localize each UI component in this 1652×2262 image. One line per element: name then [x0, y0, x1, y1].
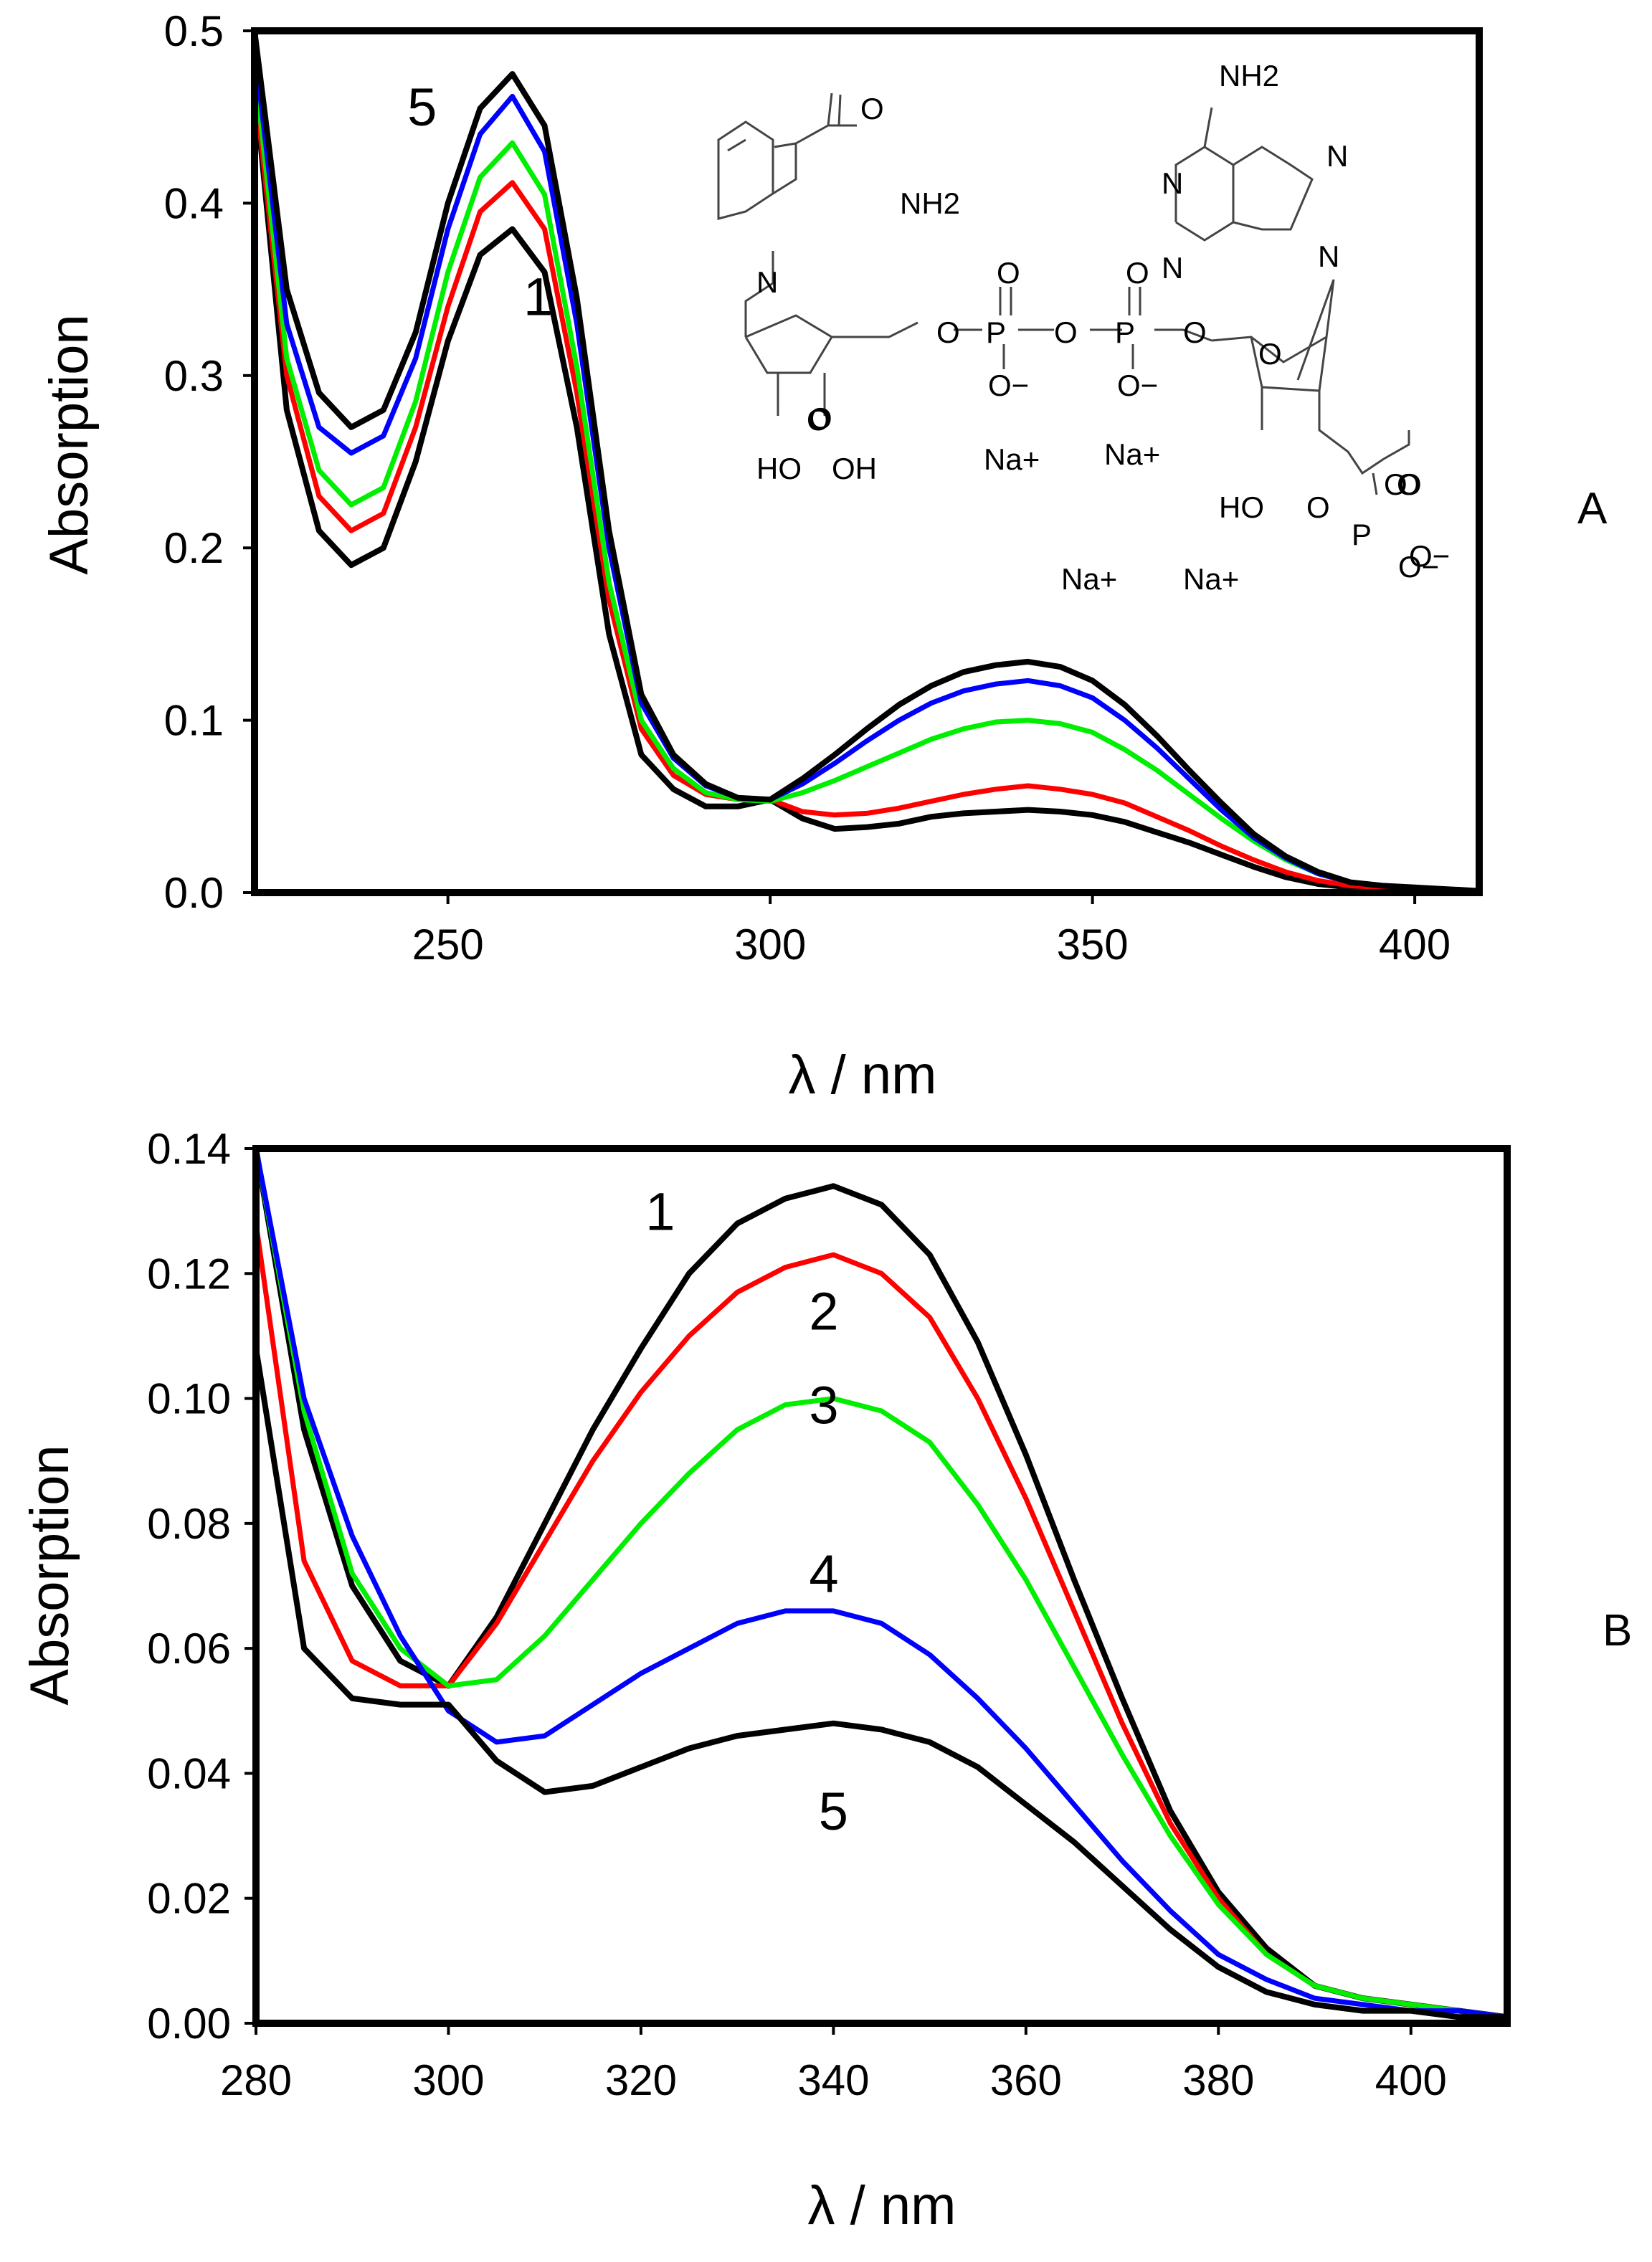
panel-b-y-tick-label: 0.00	[147, 2000, 231, 2048]
panel-b-x-tick-label: 280	[220, 2056, 292, 2104]
panel-b-curve-label-3: 3	[809, 1375, 838, 1435]
panel-a-x-tick-label: 300	[734, 921, 806, 969]
structure-label: O−	[988, 369, 1029, 402]
structure-label: O	[1306, 490, 1330, 524]
panel-a-plot-frame	[251, 27, 1483, 896]
panel-a-letter: A	[1577, 484, 1608, 533]
panel-b-plot-frame	[252, 1145, 1511, 2027]
structure-label: N	[1162, 166, 1183, 200]
structure-label: O	[997, 256, 1020, 290]
structure-label: O−	[1398, 550, 1439, 584]
panel-b-x-axis-title: λ / nm	[808, 2175, 956, 2236]
panel-b-y-tick-label: 0.02	[147, 1875, 231, 1923]
panel-b-x-tick-label: 340	[797, 2056, 869, 2104]
structure-label: O	[807, 403, 830, 437]
panel-a-curve-label-1: 1	[523, 267, 553, 327]
panel-b-curve-label-2: 2	[809, 1282, 838, 1341]
panel-a-curve-label-5: 5	[407, 77, 437, 137]
panel-b-series-line-5	[256, 1345, 1507, 2020]
structure-bond	[999, 287, 1141, 369]
structure-label: N	[1326, 139, 1348, 173]
panel-a-y-tick-label: 0.4	[164, 179, 224, 227]
structure-label: Na+	[984, 442, 1040, 476]
structure-label: Na+	[1183, 562, 1239, 596]
panel-b-chart: Absorption λ / nm B 280 300 320 340 360 380 40…	[19, 1125, 1632, 2236]
panel-b-series-line-3	[256, 1149, 1507, 2020]
structure-label: O	[809, 401, 832, 435]
structure-bond	[1211, 279, 1335, 392]
structure-bond	[744, 251, 834, 374]
structure-label: HO	[756, 452, 802, 485]
structure-label: O	[1183, 315, 1207, 349]
panel-b-y-tick-label: 0.04	[147, 1749, 231, 1797]
panel-a-y-tick-label: 0.1	[164, 697, 224, 745]
panel-a-chart: Absorption λ / nm A O NH2 NH2 N N N N N	[39, 7, 1608, 1106]
panel-a-series-line-1	[255, 80, 1479, 893]
panel-b-x-tick-label: 300	[412, 2056, 484, 2104]
structure-label: OH	[832, 452, 877, 485]
structure-label: NH2	[1219, 59, 1279, 92]
structure-label: O	[1384, 467, 1407, 501]
panel-b-x-tick-label: 380	[1182, 2056, 1254, 2104]
panel-b-curve-label-1: 1	[645, 1182, 675, 1241]
panel-b-x-tick-label: 400	[1375, 2056, 1447, 2104]
structure-bond	[1174, 146, 1314, 242]
nadph-structure-labels: O NH2 NH2 N N N N N O O O O O O O O O P …	[756, 59, 1450, 596]
structure-label: O	[936, 315, 960, 349]
structure-label: O	[1397, 467, 1420, 501]
structure-label: O	[1258, 337, 1282, 371]
panel-b-curve-label-5: 5	[819, 1782, 848, 1841]
structure-bond	[1261, 387, 1410, 495]
panel-b-y-tick-label: 0.06	[147, 1625, 231, 1673]
structure-label: O	[860, 92, 884, 125]
panel-a-x-tick-label: 350	[1057, 921, 1129, 969]
panel-a-x-tick-label: 250	[412, 921, 484, 969]
structure-label: P	[1352, 518, 1372, 551]
panel-a-y-tick-label: 0.5	[164, 7, 224, 55]
structure-label: N	[1318, 239, 1339, 273]
structure-bond	[795, 92, 857, 145]
panel-b-y-tick-label: 0.10	[147, 1375, 231, 1423]
panel-a-series-line-2	[255, 80, 1479, 893]
structure-label: O−	[1409, 539, 1450, 573]
structure-bond	[717, 120, 774, 220]
structure-bond	[954, 328, 1212, 342]
structure-bond	[727, 138, 797, 195]
panel-a-x-axis-title: λ / nm	[789, 1045, 937, 1106]
structure-label: P	[1115, 315, 1135, 349]
panel-b-y-tick-label: 0.08	[147, 1500, 231, 1548]
structure-bond	[1203, 107, 1235, 222]
panel-a-y-tick-label: 0.3	[164, 352, 224, 400]
panel-a-series-line-5	[255, 31, 1479, 893]
panel-a-y-tick-label: 0.2	[164, 524, 224, 572]
panel-b-letter: B	[1603, 1606, 1632, 1655]
structure-label: N	[756, 265, 778, 299]
nadph-structure-inset	[717, 92, 1410, 495]
panel-b-x-tick-label: 360	[990, 2056, 1062, 2104]
panel-b-x-tick-label: 320	[605, 2056, 677, 2104]
panel-b-y-tick-label: 0.12	[147, 1250, 231, 1298]
structure-label: O−	[1117, 369, 1158, 402]
structure-label: Na+	[1061, 562, 1117, 596]
panel-a-y-tick-label: 0.0	[164, 869, 224, 917]
panel-b-y-tick-label: 0.14	[147, 1125, 231, 1173]
structure-label: NH2	[900, 186, 960, 220]
structure-label: O	[1398, 467, 1422, 501]
structure-label: O	[1126, 256, 1149, 290]
structure-label: P	[986, 315, 1006, 349]
structure-label: O	[1054, 315, 1078, 349]
structure-bond	[777, 321, 918, 416]
structure-label: Na+	[1104, 437, 1160, 471]
structure-label: HO	[1219, 490, 1264, 524]
structure-label: N	[1162, 251, 1183, 285]
panel-a-y-axis-title: Absorption	[39, 314, 100, 574]
panel-b-curve-label-4: 4	[809, 1544, 838, 1604]
panel-a-x-tick-label: 400	[1379, 921, 1451, 969]
panel-b-y-axis-title: Absorption	[19, 1445, 80, 1705]
